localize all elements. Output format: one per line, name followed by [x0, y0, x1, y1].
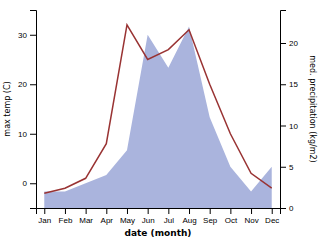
marks — [44, 25, 271, 208]
tick-label: Sep — [203, 216, 218, 225]
tick-label: 20 — [18, 80, 27, 89]
tick: Nov — [244, 208, 258, 225]
tick-mark — [230, 208, 231, 214]
tick: Jan — [38, 208, 51, 225]
y-axis-title: max temp (C) — [3, 81, 12, 136]
tick-mark — [127, 208, 128, 214]
tick-label: Feb — [59, 216, 73, 225]
tick: Aug — [182, 208, 196, 225]
tick-mark — [30, 134, 36, 135]
x-axis: Jan Feb Mar Apr May Jun Jul Aug Sep Oct Nov Dec — [37, 208, 281, 225]
tick-mark — [280, 208, 286, 209]
tick-mark — [280, 84, 286, 85]
chart: Jan Feb Mar Apr May Jun Jul Aug Sep Oct Nov Dec 0 10 2… — [0, 0, 318, 242]
tick: 15 — [280, 80, 298, 89]
tick-label: 10 — [18, 130, 27, 139]
tick-mark — [280, 167, 286, 168]
tick-label: Jan — [38, 216, 51, 225]
tick-label: Aug — [182, 216, 196, 225]
tick-label: 15 — [289, 80, 298, 89]
tick-label: 5 — [289, 163, 294, 172]
tick-label: Nov — [244, 216, 258, 225]
tick: May — [120, 208, 135, 225]
tick: Apr — [101, 208, 114, 225]
tick: 20 — [280, 39, 298, 48]
tick: Jun — [142, 208, 155, 225]
tick-mark — [251, 208, 252, 214]
tick: Sep — [203, 208, 218, 225]
tick: 5 — [280, 163, 294, 172]
tick-label: 0 — [289, 204, 294, 213]
tick-label: May — [120, 216, 135, 225]
tick-mark — [106, 208, 107, 214]
x-axis-title: date (month) — [125, 228, 192, 238]
axis-domain — [281, 11, 287, 209]
line — [44, 25, 271, 193]
tick-label: 10 — [289, 122, 298, 131]
tick-mark — [272, 208, 273, 214]
tick-mark — [30, 183, 36, 184]
tick: Dec — [265, 208, 279, 225]
tick: 10 — [18, 130, 36, 139]
tick-mark — [30, 35, 36, 36]
tick: 0 — [280, 204, 294, 213]
axis-domain — [30, 11, 37, 209]
axis-domain — [37, 209, 281, 215]
tick-mark — [210, 208, 211, 214]
tick-label: Oct — [225, 216, 238, 225]
tick-mark — [65, 208, 66, 214]
tick: Jul — [164, 208, 174, 225]
tick-label: Jun — [142, 216, 155, 225]
tick-mark — [280, 43, 286, 44]
tick-mark — [30, 84, 36, 85]
y-axis: 0 10 20 30 — [18, 11, 36, 209]
tick-mark — [280, 126, 286, 127]
tick-label: 0 — [23, 179, 28, 188]
y2-axis-title: med. precipitation (kg/m2) — [308, 55, 317, 162]
tick: 30 — [18, 31, 36, 40]
tick-label: 30 — [18, 31, 27, 40]
y2-axis: 0 5 10 15 20 — [280, 11, 298, 214]
tick-mark — [148, 208, 149, 214]
tick-label: 20 — [289, 39, 298, 48]
tick-label: Mar — [79, 216, 93, 225]
tick-mark — [189, 208, 190, 214]
tick-label: Apr — [101, 216, 114, 225]
tick: Oct — [225, 208, 238, 225]
tick-mark — [168, 208, 169, 214]
plot-area: Jan Feb Mar Apr May Jun Jul Aug Sep Oct Nov Dec 0 10 2… — [18, 11, 298, 225]
tick: 20 — [18, 80, 36, 89]
tick: Mar — [79, 208, 93, 225]
tick-mark — [44, 208, 45, 214]
tick-mark — [86, 208, 87, 214]
tick: 10 — [280, 122, 298, 131]
tick: 0 — [23, 179, 36, 188]
tick-label: Dec — [265, 216, 279, 225]
tick-label: Jul — [164, 216, 174, 225]
tick: Feb — [59, 208, 73, 225]
